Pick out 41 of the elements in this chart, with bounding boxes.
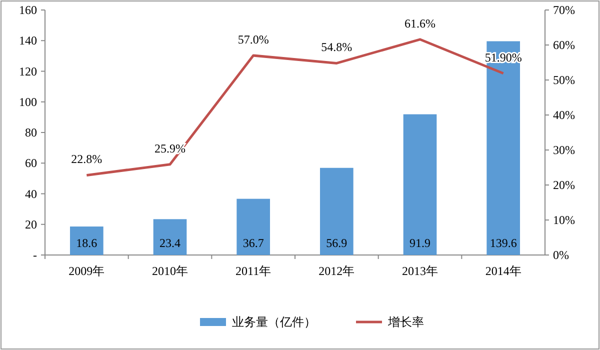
y2-tick-label: 70% [553, 3, 575, 17]
y2-tick-label: 0% [553, 248, 569, 262]
bar [403, 114, 437, 255]
y-tick-label: 120 [19, 64, 37, 78]
data-label: 23.4 [160, 236, 180, 250]
x-tick-label: 2009年 [68, 264, 105, 278]
y2-tick-label: 40% [553, 108, 575, 122]
y-tick-label: 100 [19, 94, 37, 109]
data-label: 36.7 [242, 236, 264, 250]
bar [486, 41, 520, 255]
y2-tick-label: 30% [553, 143, 575, 157]
y-tick-label: 20 [25, 217, 37, 232]
x-tick-label: 2011年 [236, 264, 272, 278]
data-label: 57.0% [238, 32, 269, 46]
y-tick-label: 40 [25, 186, 37, 201]
bar [320, 168, 354, 255]
y-tick-label: 140 [19, 34, 37, 48]
legend-label: 增长率 [387, 315, 424, 329]
data-label: 22.8% [71, 152, 102, 166]
y-tick-label: 80 [25, 126, 37, 140]
y2-tick-label: 60% [553, 38, 575, 52]
data-label: 139.6 [490, 236, 517, 250]
x-tick-label: 2014年 [485, 264, 522, 278]
data-label: 54.8% [321, 40, 352, 54]
data-label: 18.6 [76, 236, 98, 250]
data-label: 61.6% [404, 16, 436, 30]
y-tick-label: 160 [19, 3, 37, 17]
x-tick-label: 2012年 [318, 264, 355, 278]
data-label: 91.9 [410, 236, 430, 250]
y-tick-label: - [33, 248, 37, 262]
y2-tick-label: 50% [553, 73, 575, 87]
y2-tick-label: 10% [553, 213, 575, 227]
y-tick-label: 60 [25, 156, 37, 170]
bar [153, 219, 187, 255]
bar [70, 226, 104, 255]
bar [236, 198, 270, 255]
legend-label: 业务量（亿件） [232, 315, 316, 329]
x-tick-label: 2013年 [402, 264, 438, 278]
y2-tick-label: 20% [553, 178, 575, 192]
x-tick-label: 2010年 [152, 264, 188, 278]
data-label: 56.9 [326, 236, 348, 250]
